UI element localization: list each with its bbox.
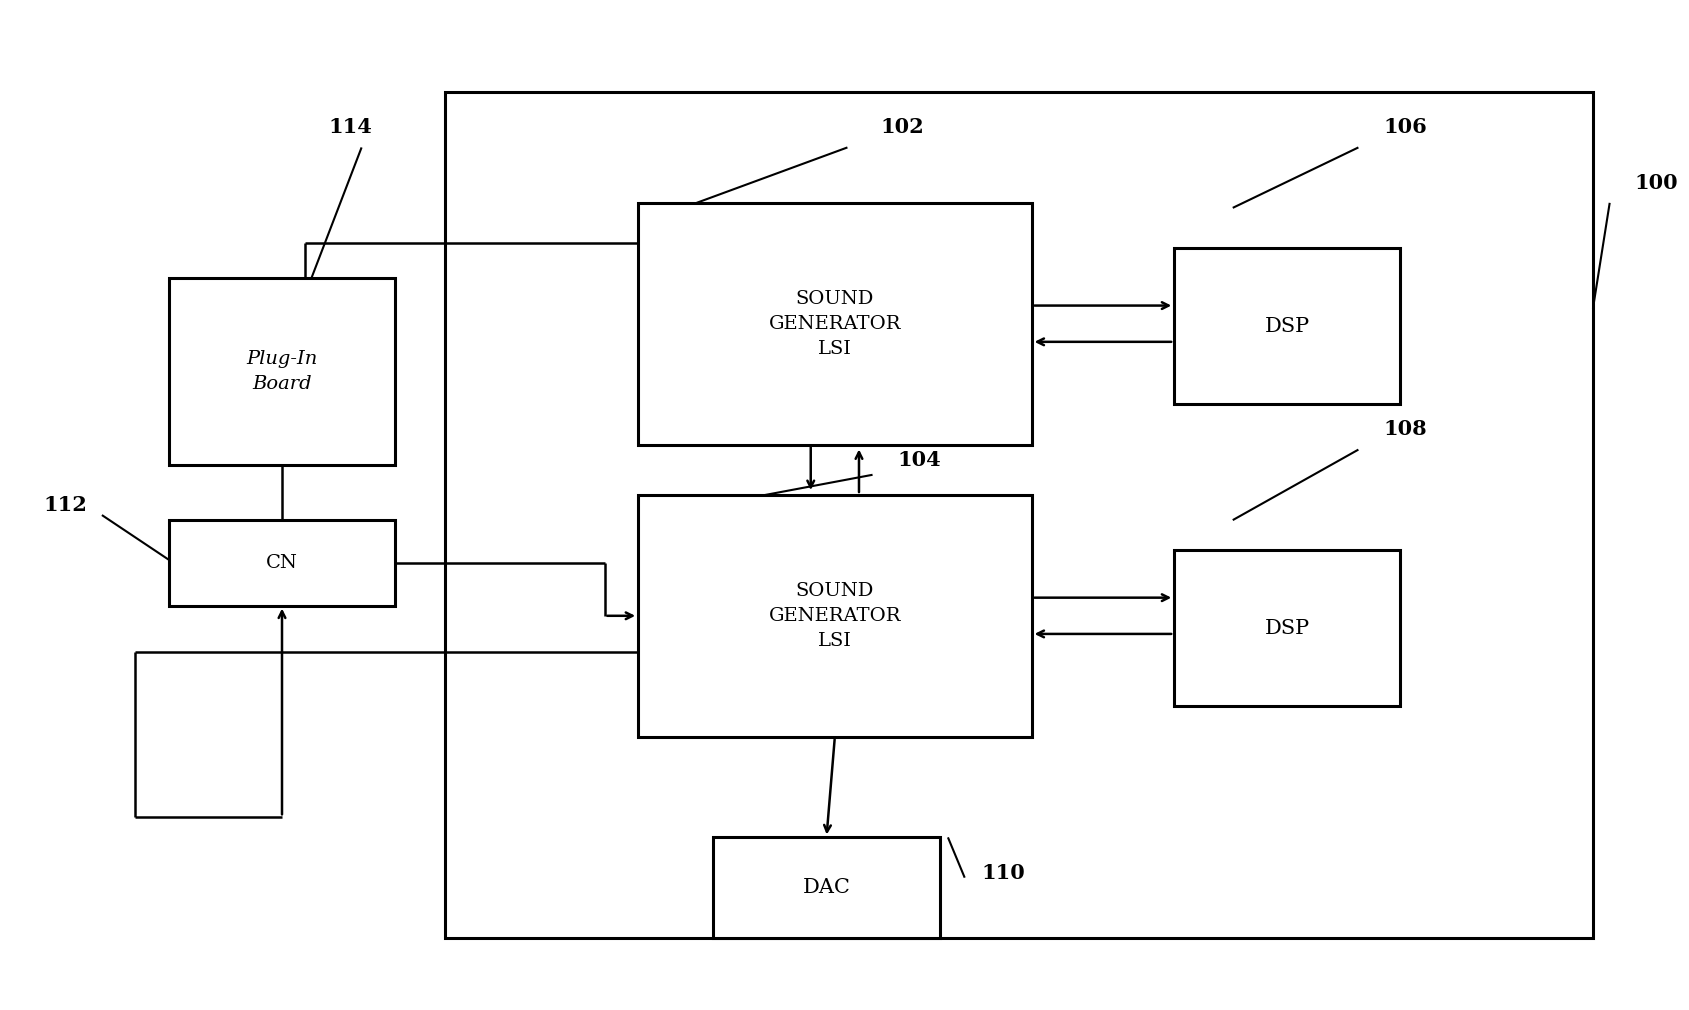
Text: Plug-In
Board: Plug-In Board <box>247 350 318 393</box>
Text: CN: CN <box>267 553 297 572</box>
Text: 104: 104 <box>897 449 941 470</box>
Bar <box>638 495 1032 736</box>
Text: 110: 110 <box>981 863 1025 883</box>
Text: 100: 100 <box>1635 173 1679 193</box>
Text: 112: 112 <box>44 495 88 515</box>
Text: DAC: DAC <box>802 879 851 897</box>
Bar <box>713 837 939 938</box>
Bar <box>446 92 1593 938</box>
Bar <box>169 520 395 606</box>
Text: 106: 106 <box>1383 117 1427 137</box>
Text: 114: 114 <box>328 117 372 137</box>
Bar <box>1174 550 1400 706</box>
Bar <box>169 279 395 465</box>
Bar <box>638 203 1032 444</box>
Text: DSP: DSP <box>1265 619 1309 638</box>
Text: SOUND
GENERATOR
LSI: SOUND GENERATOR LSI <box>768 582 902 649</box>
Text: SOUND
GENERATOR
LSI: SOUND GENERATOR LSI <box>768 290 902 358</box>
Bar <box>1174 248 1400 404</box>
Text: DSP: DSP <box>1265 317 1309 335</box>
Text: 102: 102 <box>882 117 924 137</box>
Text: 108: 108 <box>1383 419 1427 439</box>
